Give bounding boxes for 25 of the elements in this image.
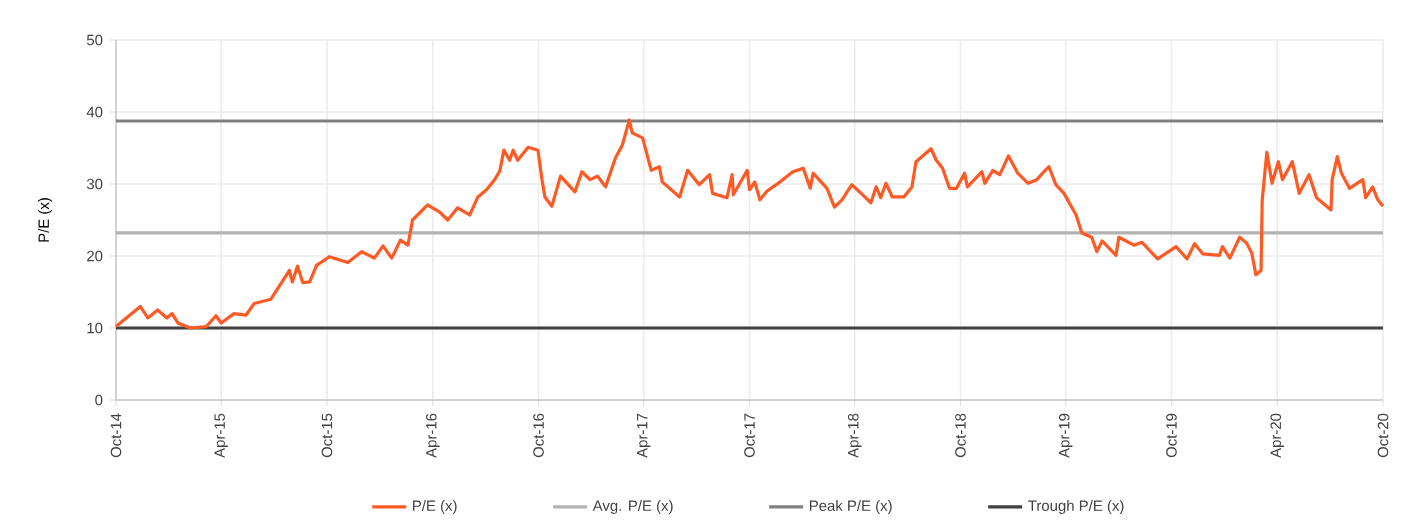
x-tick-label: Oct-18 [955,413,966,458]
x-tick-label: Oct-15 [321,413,333,458]
x-tick-label: Apr-17 [637,413,651,458]
x-tick-label: Apr-18 [847,413,862,458]
y-tick-label: 0 [95,394,103,406]
x-tick-label: Oct-14 [110,413,122,458]
y-tick-label: 50 [86,34,103,46]
y-axis-title: P/E (x) [38,198,52,242]
x-tick-label: Oct-20 [1377,413,1389,458]
y-tick-label: 30 [86,178,103,190]
legend-label: Peak P/E (x) [809,500,892,514]
y-tick-label: 20 [87,250,103,262]
x-tick-label: Oct-17 [744,413,755,458]
line-series [114,118,1385,330]
x-tick-label: Apr-15 [214,413,228,458]
x-tick-label: Apr-19 [1058,413,1073,458]
y-tick-label: 40 [86,106,103,118]
legend-label: Trough P/E (x) [1028,500,1124,514]
x-tick-label: Apr-16 [425,413,440,458]
legend-label: Avg. P/E (x) [592,500,673,514]
legend-label: P/E (x) [413,500,457,514]
x-tick-label: Apr-20 [1270,413,1284,458]
x-tick-label: Oct-16 [533,413,544,458]
x-tick-label: Oct-19 [1166,413,1177,458]
y-tick-label: 10 [87,322,103,334]
